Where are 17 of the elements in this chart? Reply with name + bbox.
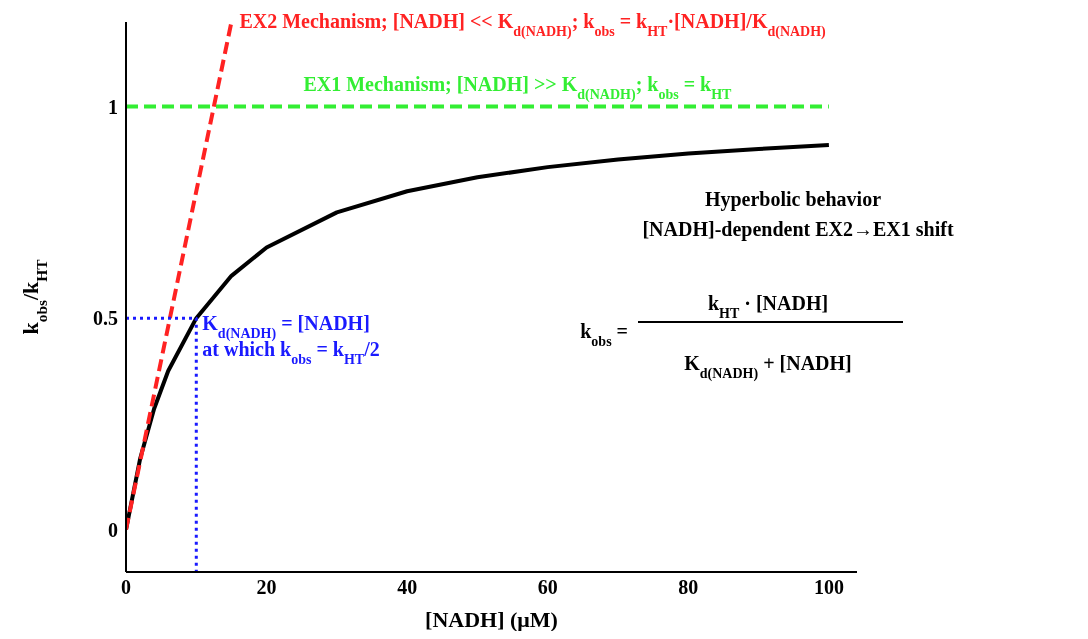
annotation: K$_{d(NADH)}$ + [NADH] <box>684 352 852 382</box>
annotation: [NADH]-dependent EX2→EX1 shift <box>642 218 954 241</box>
annotation: k$_{HT}$ · [NADH] <box>707 292 829 321</box>
x-tick-label: 20 <box>256 576 277 599</box>
annotation: k$_{obs}$ = <box>580 320 628 349</box>
x-tick-label: 100 <box>813 576 844 599</box>
x-tick-label: 40 <box>397 576 418 599</box>
annotation: Hyperbolic behavior <box>704 188 882 211</box>
y-tick-label: 0.5 <box>93 307 118 330</box>
series-label: K$_{d(NADH)}$ = [NADH] at which k$_{obs}$ = k$_{HT}$/2 <box>202 312 380 367</box>
series-label: EX1 Mechanism; [NADH] >> K$_{d(NADH)}$; k$_{obs}$ = k$_{HT}$ <box>303 72 733 103</box>
series-label: EX2 Mechanism; [NADH] << K$_{d(NADH)}$; k$_{obs}$ = k$_{HT}$·[NADH]/K$_{d(NADH)}$ <box>239 10 827 40</box>
x-axis-title: [NADH] (μM) <box>425 607 558 632</box>
y-tick-label: 1 <box>108 95 118 118</box>
x-tick-label: 80 <box>678 576 699 599</box>
x-tick-label: 60 <box>537 576 558 599</box>
y-tick-label: 0 <box>108 518 118 541</box>
